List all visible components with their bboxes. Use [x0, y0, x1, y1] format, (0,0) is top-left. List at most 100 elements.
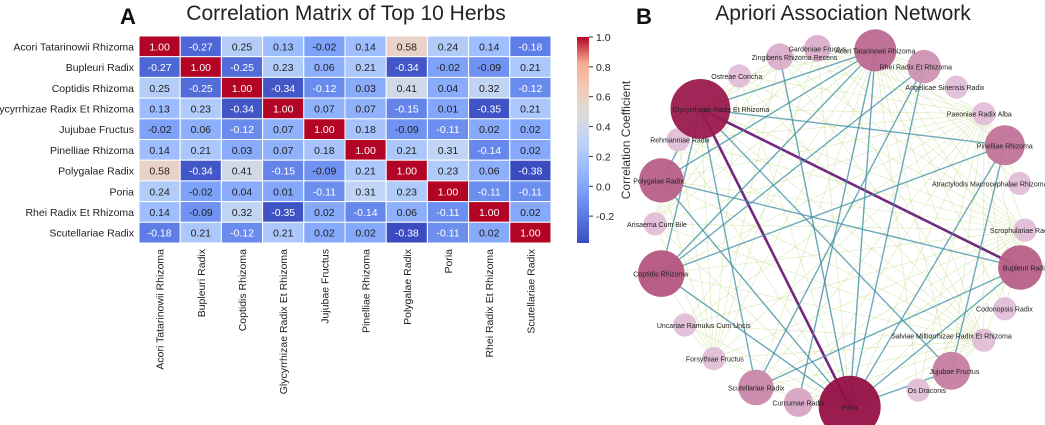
heatmap-cell-value: 0.24 [438, 41, 459, 53]
heatmap-cell-value: 0.23 [273, 62, 294, 74]
network-edge-weak [700, 108, 984, 115]
heatmap-column-label: Pinelliae Rhizoma [361, 249, 373, 333]
heatmap-column-label: Coptidis Rhizoma [237, 249, 249, 331]
network-node-label: Salviae Miltiorrhizae Radix Et Rhizoma [891, 333, 1012, 340]
heatmap-cell-value: -0.34 [395, 62, 419, 74]
heatmap-cell-value: -0.34 [189, 166, 213, 178]
colorbar-tick-label: 0.2 [596, 151, 611, 163]
heatmap-cell [509, 221, 552, 244]
heatmap-cell-value: -0.18 [148, 228, 172, 240]
network-node [804, 34, 831, 62]
network-node-label: Bupleuri Radix [1003, 265, 1045, 272]
heatmap-cell-value: -0.25 [230, 62, 254, 74]
network-edge-weak [713, 113, 985, 359]
network-edge-strong [699, 108, 952, 372]
panel-b: B Apriori Association Network Acori Tata… [627, 2, 1045, 425]
network-edge-weak [700, 108, 1026, 231]
heatmap-cell-value: 0.04 [232, 186, 253, 198]
network-edge-weak [739, 75, 1026, 231]
colorbar-tick-label: 0.4 [596, 122, 611, 134]
heatmap-row-label: Jujubae Fructus [59, 124, 134, 136]
heatmap-cell-value: 0.24 [149, 186, 170, 198]
heatmap-cell-value: 0.58 [149, 166, 170, 178]
heatmap-row-label: Polygalae Radix [58, 166, 135, 178]
heatmap-cell-value: -0.11 [436, 207, 459, 219]
colorbar-tick-label: 0.6 [596, 92, 611, 104]
network-node-label: Polygalae Radix [633, 178, 684, 185]
network-node-label: Glycyrrhizae Radix Et Rhizoma [672, 107, 769, 114]
heatmap-cell-value: 1.00 [191, 62, 212, 74]
heatmap-column-labels: Acori Tatarinowii Rhizoma Bupleuri Radix C… [155, 248, 538, 394]
heatmap-cell-value: 0.14 [479, 41, 500, 53]
network-node [984, 125, 1025, 166]
network-node [906, 378, 930, 402]
heatmap-cell-value: -0.11 [478, 186, 501, 198]
heatmap-cell-value: 0.23 [438, 166, 459, 178]
heatmap-cell-value: -0.02 [312, 41, 336, 53]
network-node [1007, 171, 1032, 196]
network-edge-strong [660, 49, 876, 182]
heatmap-cell-value: 0.02 [520, 124, 541, 136]
heatmap-cell-value: 0.21 [397, 145, 418, 157]
heatmap-cell-value: 0.31 [438, 145, 459, 157]
heatmap-cell-value: 0.02 [479, 228, 500, 240]
heatmap-column-label: Acori Tatarinowii Rhizoma [155, 249, 167, 370]
network-edge-weak [874, 50, 919, 391]
heatmap-cell-value: 0.02 [520, 145, 541, 157]
network-edge-weak [875, 50, 1026, 231]
network-node [783, 387, 813, 417]
network-title: Apriori Association Network [715, 2, 971, 25]
heatmap-cell-value: -0.34 [230, 103, 254, 115]
colorbar [577, 37, 589, 243]
network-node-label: Arisaema Cum Bile [627, 222, 687, 229]
heatmap-cell-value: 0.41 [397, 83, 418, 95]
network-edge-weak [738, 75, 851, 407]
network-edge-weak [713, 229, 1026, 359]
heatmap-cell-value: 0.07 [273, 145, 294, 157]
colorbar-tick-label: -0.2 [596, 211, 614, 223]
heatmap-cell-value: 0.25 [149, 83, 170, 95]
heatmap-row-label: Poria [109, 186, 134, 198]
network-node-label: Pinelliae Rhizoma [977, 143, 1033, 150]
network-edge-weak [661, 229, 1026, 274]
heatmap-cell-value: 0.25 [232, 41, 253, 53]
heatmap-cell-value: -0.25 [189, 83, 213, 95]
network-node-label: Acori Tatarinowii Rhizoma [835, 48, 916, 55]
heatmap-cell-value: -0.09 [395, 124, 419, 136]
network-edge-weak [739, 49, 876, 77]
heatmap-cell-value: 0.02 [314, 228, 335, 240]
network-node [702, 347, 726, 371]
heatmap-cell-value: 0.07 [273, 124, 294, 136]
network-node-label: Angelicae Sinensis Radix [905, 85, 984, 92]
panel-a: A Correlation Matrix of Top 10 Herbs 1.0… [0, 2, 633, 394]
network-edge-weak [654, 50, 876, 225]
heatmap-cell-value: 0.03 [232, 145, 253, 157]
heatmap-cell-value: 1.00 [479, 207, 500, 219]
heatmap-cell-value: -0.11 [519, 186, 542, 198]
network-node [673, 313, 697, 337]
network-edge-weak [713, 48, 818, 359]
heatmap-cell-value: -0.38 [518, 166, 542, 178]
network-node [643, 212, 667, 236]
heatmap-cell-value: 0.02 [520, 207, 541, 219]
network-node-label: Scutellariae Radix [728, 385, 785, 392]
heatmap-cell-value: 0.21 [273, 228, 294, 240]
heatmap-cell-value: -0.15 [395, 103, 419, 115]
colorbar-tick-label: 1.0 [596, 32, 611, 44]
network-node [944, 75, 969, 99]
heatmap-cell-value: 0.21 [355, 166, 376, 178]
heatmap-cell-value: 0.14 [149, 207, 170, 219]
network-edge-heavy [699, 108, 851, 408]
network-edge-weak [755, 113, 985, 388]
network-node [670, 79, 731, 139]
network-edge-weak [779, 56, 984, 115]
heatmap-cell-value: -0.09 [477, 62, 501, 74]
heatmap-cell-value: 0.41 [232, 166, 253, 178]
network-node [972, 102, 996, 126]
network-edge-strong [700, 108, 1005, 146]
network-edge-weak [713, 339, 984, 359]
heatmap-cell-value: 1.00 [273, 103, 294, 115]
network-edge-strong [950, 145, 1006, 371]
network-labels: Acori Tatarinowii Rhizoma Rhei Radix Et R… [627, 46, 1045, 411]
